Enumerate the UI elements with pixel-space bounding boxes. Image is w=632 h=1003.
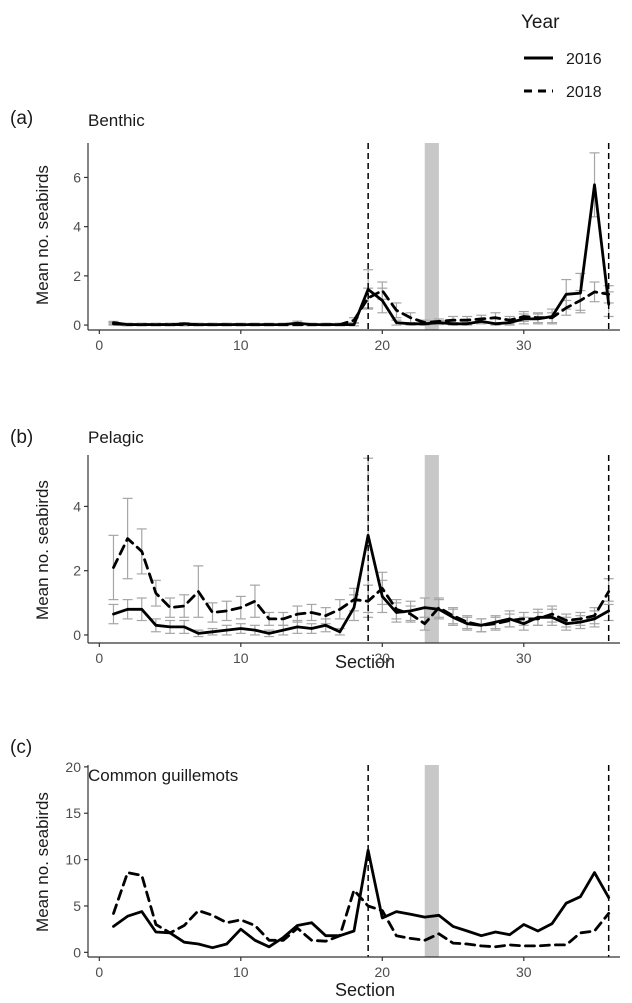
series-line-c-2018 (112, 871, 611, 949)
plot-area-b (108, 455, 614, 643)
series-line-a-2018 (112, 289, 611, 327)
y-tick-label-c-20: 20 (65, 759, 81, 775)
section-band-a (424, 143, 439, 330)
plot-area-a (108, 143, 614, 330)
series-line-c-2016 (112, 848, 611, 950)
series-line-b-2018 (112, 537, 611, 627)
legend-label-2018: 2018 (566, 84, 602, 101)
legend-label-2016: 2016 (566, 51, 602, 68)
x-tick-label-b-0: 0 (95, 650, 103, 666)
panel-title-c: Common guillemots (88, 766, 238, 785)
legend: Year 2016 2018 (521, 12, 602, 101)
section-band-b (424, 455, 439, 643)
panel-label-a: (a) (10, 108, 33, 129)
x-tick-label-c-10: 10 (233, 964, 249, 980)
panel-label-c: (c) (10, 737, 32, 758)
x-tick-label-a-20: 20 (375, 337, 391, 353)
panel-c: (c) Common guillemots Mean no. seabirds … (10, 737, 620, 1000)
y-tick-label-b-2: 2 (73, 563, 81, 579)
error-bar-b-2018-25 (448, 607, 459, 625)
error-bar-b-2018-5 (165, 597, 176, 618)
error-bar-b-2018-26 (462, 615, 473, 630)
x-tick-label-b-10: 10 (233, 650, 249, 666)
legend-title: Year (521, 12, 560, 33)
panel-b: (b) Pelagic Mean no. seabirds Section 0 2… (10, 427, 620, 672)
y-tick-label-c-15: 15 (65, 805, 81, 821)
series-line-a-2016 (112, 183, 611, 327)
y-tick-label-c-0: 0 (73, 944, 81, 960)
panel-label-b: (b) (10, 427, 33, 448)
y-axis-label-a: Mean no. seabirds (33, 165, 52, 305)
x-tick-label-b-20: 20 (375, 650, 391, 666)
x-tick-label-b-30: 30 (516, 650, 532, 666)
y-tick-label-b-4: 4 (73, 498, 81, 514)
panel-a: (a) Benthic Mean no. seabirds 0 2 4 6 0 10 20 3… (10, 108, 620, 353)
y-tick-label-b-0: 0 (73, 627, 81, 643)
panel-title-b: Pelagic (88, 428, 144, 447)
y-tick-label-a-2: 2 (73, 268, 81, 284)
x-tick-label-a-0: 0 (95, 337, 103, 353)
section-band-c (424, 765, 439, 957)
y-tick-label-a-0: 0 (73, 317, 81, 333)
plot-area-c (112, 765, 611, 957)
y-tick-label-c-10: 10 (65, 852, 81, 868)
x-tick-label-c-20: 20 (375, 964, 391, 980)
x-tick-label-a-10: 10 (233, 337, 249, 353)
x-tick-label-c-0: 0 (95, 964, 103, 980)
y-tick-label-c-5: 5 (73, 898, 81, 914)
x-tick-label-a-30: 30 (516, 337, 532, 353)
y-tick-label-a-4: 4 (73, 219, 81, 235)
x-axis-label-c: Section (335, 980, 395, 1000)
y-axis-label-b: Mean no. seabirds (33, 480, 52, 620)
y-axis-label-c: Mean no. seabirds (33, 792, 52, 932)
panel-title-a: Benthic (88, 111, 145, 130)
series-line-b-2016 (112, 533, 611, 635)
x-axis-label-b: Section (335, 652, 395, 672)
x-tick-label-c-30: 30 (516, 964, 532, 980)
y-tick-label-a-6: 6 (73, 169, 81, 185)
